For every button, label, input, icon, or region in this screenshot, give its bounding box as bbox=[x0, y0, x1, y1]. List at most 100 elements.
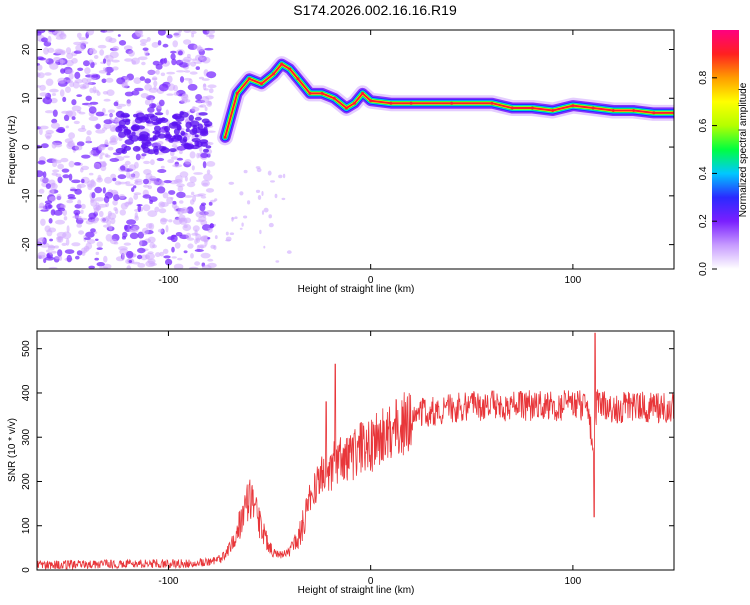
noise-blob bbox=[133, 193, 139, 200]
noise-blob bbox=[128, 260, 133, 263]
noise-blob bbox=[207, 258, 214, 262]
noise-blob bbox=[150, 97, 154, 104]
noise-blob bbox=[171, 234, 177, 238]
noise-blob bbox=[206, 71, 217, 79]
noise-blob bbox=[91, 74, 99, 78]
noise-blob bbox=[183, 39, 192, 45]
noise-blob bbox=[54, 159, 62, 164]
noise-blob bbox=[127, 202, 132, 206]
noise-blob bbox=[41, 178, 50, 183]
noise-blob bbox=[62, 209, 67, 216]
noise-blob bbox=[37, 254, 47, 260]
noise-blob bbox=[108, 37, 117, 44]
noise-blob bbox=[50, 122, 60, 129]
noise-blob bbox=[185, 232, 192, 239]
noise-blob bbox=[206, 100, 213, 107]
ridge-layer bbox=[224, 63, 674, 139]
noise-blob bbox=[190, 253, 194, 259]
noise-blob bbox=[74, 79, 84, 84]
ridge-point bbox=[510, 106, 514, 110]
noise-blob bbox=[66, 225, 70, 233]
noise-blob bbox=[104, 176, 113, 184]
noise-blob bbox=[185, 133, 192, 138]
noise-blob bbox=[121, 81, 129, 89]
noise-blob bbox=[41, 143, 49, 149]
noise-blob bbox=[120, 165, 126, 171]
noise-blob bbox=[67, 194, 76, 198]
noise-blob bbox=[107, 212, 117, 220]
noise-blob bbox=[139, 239, 143, 247]
noise-blob bbox=[48, 30, 56, 33]
noise-blob bbox=[112, 177, 117, 182]
noise-blob bbox=[40, 209, 49, 212]
noise-blob bbox=[109, 140, 118, 146]
noise-blob bbox=[207, 237, 211, 240]
noise-blob bbox=[77, 127, 87, 132]
noise-blob bbox=[66, 254, 73, 263]
noise-blob bbox=[75, 44, 85, 52]
noise-blob bbox=[172, 40, 178, 48]
ridge-point bbox=[571, 104, 575, 108]
noise-blob bbox=[131, 131, 136, 136]
noise-blob bbox=[190, 30, 197, 34]
noise-blob bbox=[61, 242, 67, 246]
noise-blob bbox=[97, 174, 102, 181]
noise-blob bbox=[67, 110, 77, 118]
noise-blob bbox=[57, 163, 64, 170]
noise-blob bbox=[122, 231, 128, 238]
noise-blob bbox=[50, 209, 56, 216]
noise-blob bbox=[189, 176, 197, 183]
noise-blob bbox=[144, 49, 149, 57]
noise-blob bbox=[85, 136, 92, 144]
snr-y-axis: 0 100 200 300 400 500 bbox=[21, 340, 674, 573]
noise-blob bbox=[37, 160, 46, 165]
noise-blob bbox=[255, 189, 261, 193]
noise-blob bbox=[110, 238, 118, 245]
noise-blob bbox=[147, 210, 158, 218]
noise-blob bbox=[135, 153, 141, 161]
noise-blob bbox=[40, 218, 46, 226]
noise-blob bbox=[158, 83, 169, 92]
noise-blob bbox=[124, 91, 134, 97]
noise-blob bbox=[63, 114, 70, 122]
noise-blob bbox=[194, 134, 199, 138]
noise-blob bbox=[176, 183, 185, 188]
noise-blob bbox=[195, 126, 201, 134]
noise-blob bbox=[37, 30, 46, 34]
noise-blob bbox=[74, 145, 83, 151]
noise-blob bbox=[171, 156, 178, 160]
noise-blob bbox=[57, 77, 67, 84]
noise-blob bbox=[157, 169, 167, 173]
noise-blob bbox=[188, 266, 199, 269]
noise-blob bbox=[146, 37, 151, 42]
noise-blob bbox=[95, 123, 101, 130]
noise-blob bbox=[183, 217, 192, 224]
noise-blob bbox=[57, 207, 66, 212]
noise-blob bbox=[145, 254, 151, 260]
noise-blob bbox=[148, 175, 157, 183]
noise-blob bbox=[137, 247, 146, 254]
noise-blob bbox=[194, 194, 203, 197]
noise-blob bbox=[179, 171, 189, 178]
noise-blob bbox=[61, 168, 70, 173]
noise-blob bbox=[75, 255, 80, 260]
noise-blob bbox=[200, 195, 207, 199]
noise-blob bbox=[89, 47, 96, 52]
x-tick-label: 100 bbox=[565, 576, 582, 587]
noise-blob bbox=[94, 257, 99, 261]
noise-blob bbox=[186, 144, 193, 150]
spectrogram-y-label: Frequency (Hz) bbox=[7, 116, 18, 185]
noise-blob bbox=[51, 93, 57, 96]
noise-blob bbox=[156, 157, 165, 162]
noise-blob bbox=[123, 145, 131, 151]
y-tick-label: 10 bbox=[21, 92, 32, 104]
noise-blob bbox=[131, 60, 137, 65]
noise-blob bbox=[65, 238, 70, 246]
noise-blob bbox=[194, 116, 202, 121]
ridge-point bbox=[369, 99, 373, 103]
noise-blob bbox=[37, 170, 44, 178]
noise-blob bbox=[189, 151, 196, 159]
noise-blob bbox=[189, 71, 198, 75]
noise-blob bbox=[124, 224, 128, 230]
noise-blob bbox=[71, 105, 82, 112]
